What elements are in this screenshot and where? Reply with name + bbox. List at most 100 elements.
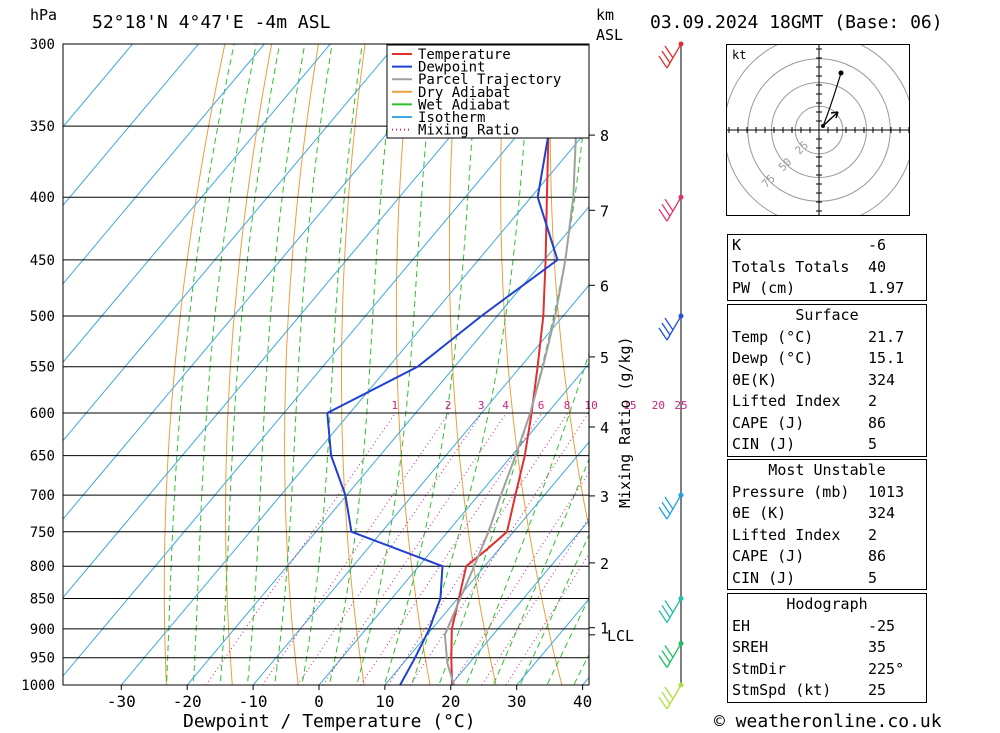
mixing-ratio-line [205, 412, 396, 685]
temperature-tick-label: 40 [573, 692, 592, 711]
wind-barb [658, 43, 682, 69]
hodograph-unit-label: kt [732, 48, 746, 62]
wet-adiabat [411, 44, 532, 685]
mixing-ratio-label: 8 [564, 399, 571, 412]
surface-dewp-value: 15.1 [868, 349, 905, 367]
mixing-ratio-label: 20 [652, 399, 665, 412]
mixing-ratio-line [296, 412, 483, 685]
dry-adiabat [284, 44, 319, 685]
hodograph-ring-label: 25 [793, 139, 812, 158]
mixing-ratio-label: 15 [623, 399, 636, 412]
surface-cin-value: 5 [868, 435, 878, 453]
wet-adiabat [383, 44, 481, 685]
pressure-tick-label: 1000 [21, 678, 55, 694]
isotherm [186, 205, 589, 685]
pressure-tick-label: 350 [30, 119, 55, 135]
temperature-tick-label: -10 [239, 692, 268, 711]
isotherm [63, 44, 463, 520]
mu-cape-value: 86 [868, 547, 887, 565]
height-km-label: 8 [600, 127, 609, 145]
wet-adiabat [192, 44, 257, 685]
pressure-tick-label: 500 [30, 309, 55, 325]
wind-barb [658, 643, 682, 668]
most-unstable-table: Most Unstable Pressure (mb) 1013 θE (K) 32… [727, 459, 927, 590]
mixing-ratio-line [360, 412, 543, 685]
wind-profile [658, 41, 684, 710]
temperature-tick-label: 10 [375, 692, 394, 711]
location-title: 52°18'N 4°47'E -4m ASL [92, 12, 331, 33]
mu-cin-value: 5 [868, 568, 878, 587]
surface-theta-value: 324 [868, 370, 896, 389]
y-axis-right-label: Mixing Ratio (g/kg) [616, 336, 634, 508]
dry-adiabat [341, 44, 366, 685]
pressure-tick-label: 800 [30, 559, 55, 575]
mixing-ratio-label: 4 [502, 399, 509, 412]
k-index-row: K -6 [732, 236, 887, 254]
isotherm [63, 44, 331, 363]
dry-adiabat [598, 26, 702, 711]
hodograph-ring-label: 75 [759, 172, 778, 191]
wet-adiabat [438, 63, 589, 685]
surface-table: Surface Temp (°C) 21.7 Dewp (°C) 15.1 θE(K… [727, 304, 927, 457]
most-unstable-title: Most Unstable [768, 461, 886, 479]
storm-motion-arrow [822, 111, 839, 127]
surface-li-value: 2 [868, 392, 878, 410]
mixing-ratio-labels: 1 2 3 4 6 8 10 15 20 25 [392, 399, 688, 412]
temperature-tick-label: -20 [173, 692, 202, 711]
pressure-unit-label: hPa [30, 6, 57, 24]
dry-adiabat [923, 26, 1000, 711]
indices-table: K -6 Totals Totals 40 PW (cm) 1.97 [727, 234, 927, 301]
isotherm [120, 127, 589, 685]
surface-cape-value: 86 [868, 413, 887, 432]
datetime-title: 03.09.2024 18GMT (Base: 06) [650, 12, 943, 33]
isotherm [63, 44, 200, 207]
legend-entry: Parcel Trajectory [418, 72, 561, 88]
pressure-tick-label: 750 [30, 525, 55, 541]
profiles [326, 44, 578, 685]
wet-adiabat [519, 533, 589, 685]
x-axis-label: Dewpoint / Temperature (°C) [183, 711, 476, 732]
wet-adiabat [166, 44, 235, 685]
copyright-footer: © weatheronline.co.uk [714, 711, 942, 732]
isotherm [63, 44, 529, 599]
mixing-ratio-label: 6 [538, 399, 545, 412]
isotherm [63, 44, 134, 128]
pressure-tick-label: 450 [30, 253, 55, 269]
pressure-tick-label: 600 [30, 406, 55, 422]
pressure-tick-label: 400 [30, 190, 55, 206]
mixing-ratio-label: 10 [585, 399, 598, 412]
wind-barb [658, 494, 682, 520]
dry-adiabat [163, 44, 226, 685]
mixing-ratio-line [322, 412, 507, 685]
mu-pressure-value: 1013 [868, 482, 905, 501]
series-temperature [450, 44, 556, 685]
wet-adiabat [219, 44, 281, 685]
hodograph-table-title: Hodograph [786, 595, 868, 613]
surface-temp-value: 21.7 [868, 327, 905, 346]
pressure-tick-label: 300 [30, 37, 55, 53]
stmdir-value: 225° [868, 659, 905, 678]
pw-row: PW (cm) 1.97 [732, 279, 905, 297]
pressure-tick-label: 700 [30, 488, 55, 504]
wind-barb [658, 684, 682, 710]
height-km-label: 3 [600, 488, 609, 506]
pressure-tick-label: 850 [30, 592, 55, 608]
lcl-label: LCL [607, 627, 634, 645]
hodograph-trace [822, 72, 842, 127]
mixing-ratio-lines [205, 412, 589, 685]
dry-adiabat [225, 44, 273, 685]
series-parcel-trajectory [443, 44, 578, 685]
hodograph-ring-label: 50 [776, 155, 795, 174]
mu-li-value: 2 [868, 525, 878, 544]
isotherm [450, 519, 589, 685]
temperature-tick-label: -30 [107, 692, 136, 711]
height-km-label: 4 [600, 419, 609, 437]
temperature-tick-label: 30 [507, 692, 526, 711]
height-km-label: 5 [600, 349, 609, 367]
axes: 3003504004505005506006507007508008509009… [21, 37, 634, 711]
hodograph-point [838, 70, 844, 76]
pressure-gridlines [63, 43, 589, 686]
wet-adiabat [465, 351, 589, 685]
wet-adiabats [166, 44, 589, 685]
